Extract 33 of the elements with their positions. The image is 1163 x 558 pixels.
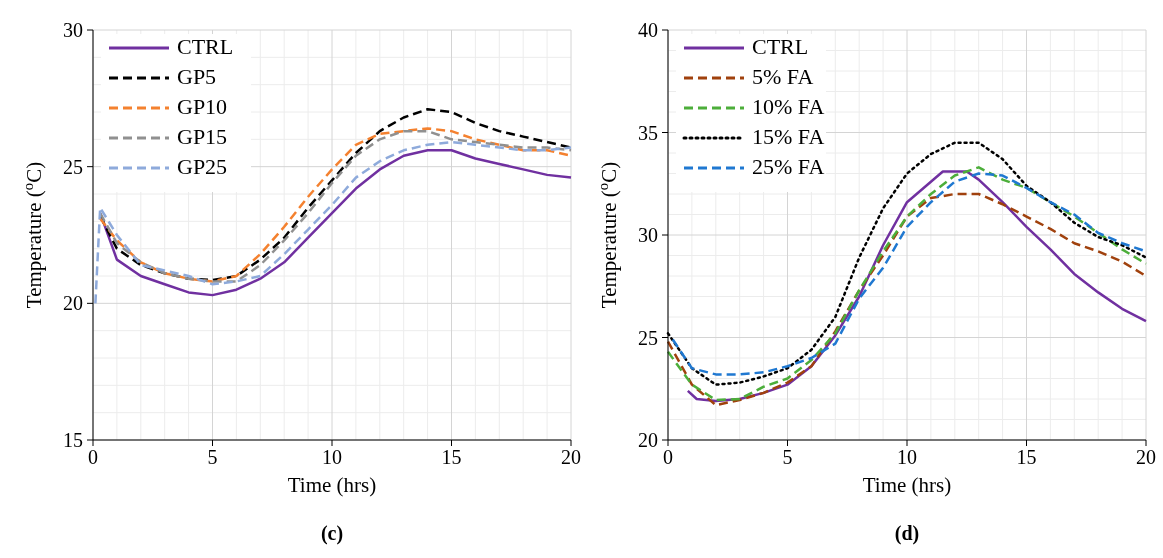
x-tick-label: 10 <box>897 446 917 468</box>
y-tick-label: 40 <box>638 19 658 41</box>
y-tick-label: 20 <box>63 292 83 315</box>
x-tick-label: 0 <box>663 446 673 468</box>
legend-label: 15% FA <box>752 124 825 149</box>
y-tick-label: 15 <box>63 429 83 451</box>
y-tick-label: 20 <box>638 429 658 451</box>
legend-label: GP5 <box>177 64 217 89</box>
x-tick-label: 10 <box>322 446 342 468</box>
x-axis-title: Time (hrs) <box>862 473 952 497</box>
x-axis-title: Time (hrs) <box>287 473 377 497</box>
legend-label: CTRL <box>177 34 234 59</box>
text: (d) <box>894 522 920 545</box>
x-tick-label: 0 <box>88 446 98 468</box>
x-tick-label: 15 <box>1016 446 1037 468</box>
y-tick-label: 25 <box>63 155 83 178</box>
text: (c) <box>320 522 344 545</box>
y-tick-label: 30 <box>638 224 658 246</box>
y-tick-label: 30 <box>63 19 83 41</box>
legend-label: 25% FA <box>752 154 825 179</box>
legend-label: GP10 <box>177 94 228 119</box>
legend-label: GP15 <box>177 124 228 149</box>
legend-label: CTRL <box>752 34 809 59</box>
x-tick-label: 15 <box>441 446 462 468</box>
legend-label: 5% FA <box>752 64 814 89</box>
x-tick-label: 20 <box>1136 446 1156 468</box>
x-tick-label: 5 <box>207 446 218 468</box>
legend-label: GP25 <box>177 154 228 179</box>
x-tick-label: 20 <box>561 446 581 468</box>
y-tick-label: 25 <box>638 326 658 349</box>
y-tick-label: 35 <box>638 121 658 144</box>
legend-label: 10% FA <box>752 94 825 119</box>
x-tick-label: 5 <box>782 446 793 468</box>
